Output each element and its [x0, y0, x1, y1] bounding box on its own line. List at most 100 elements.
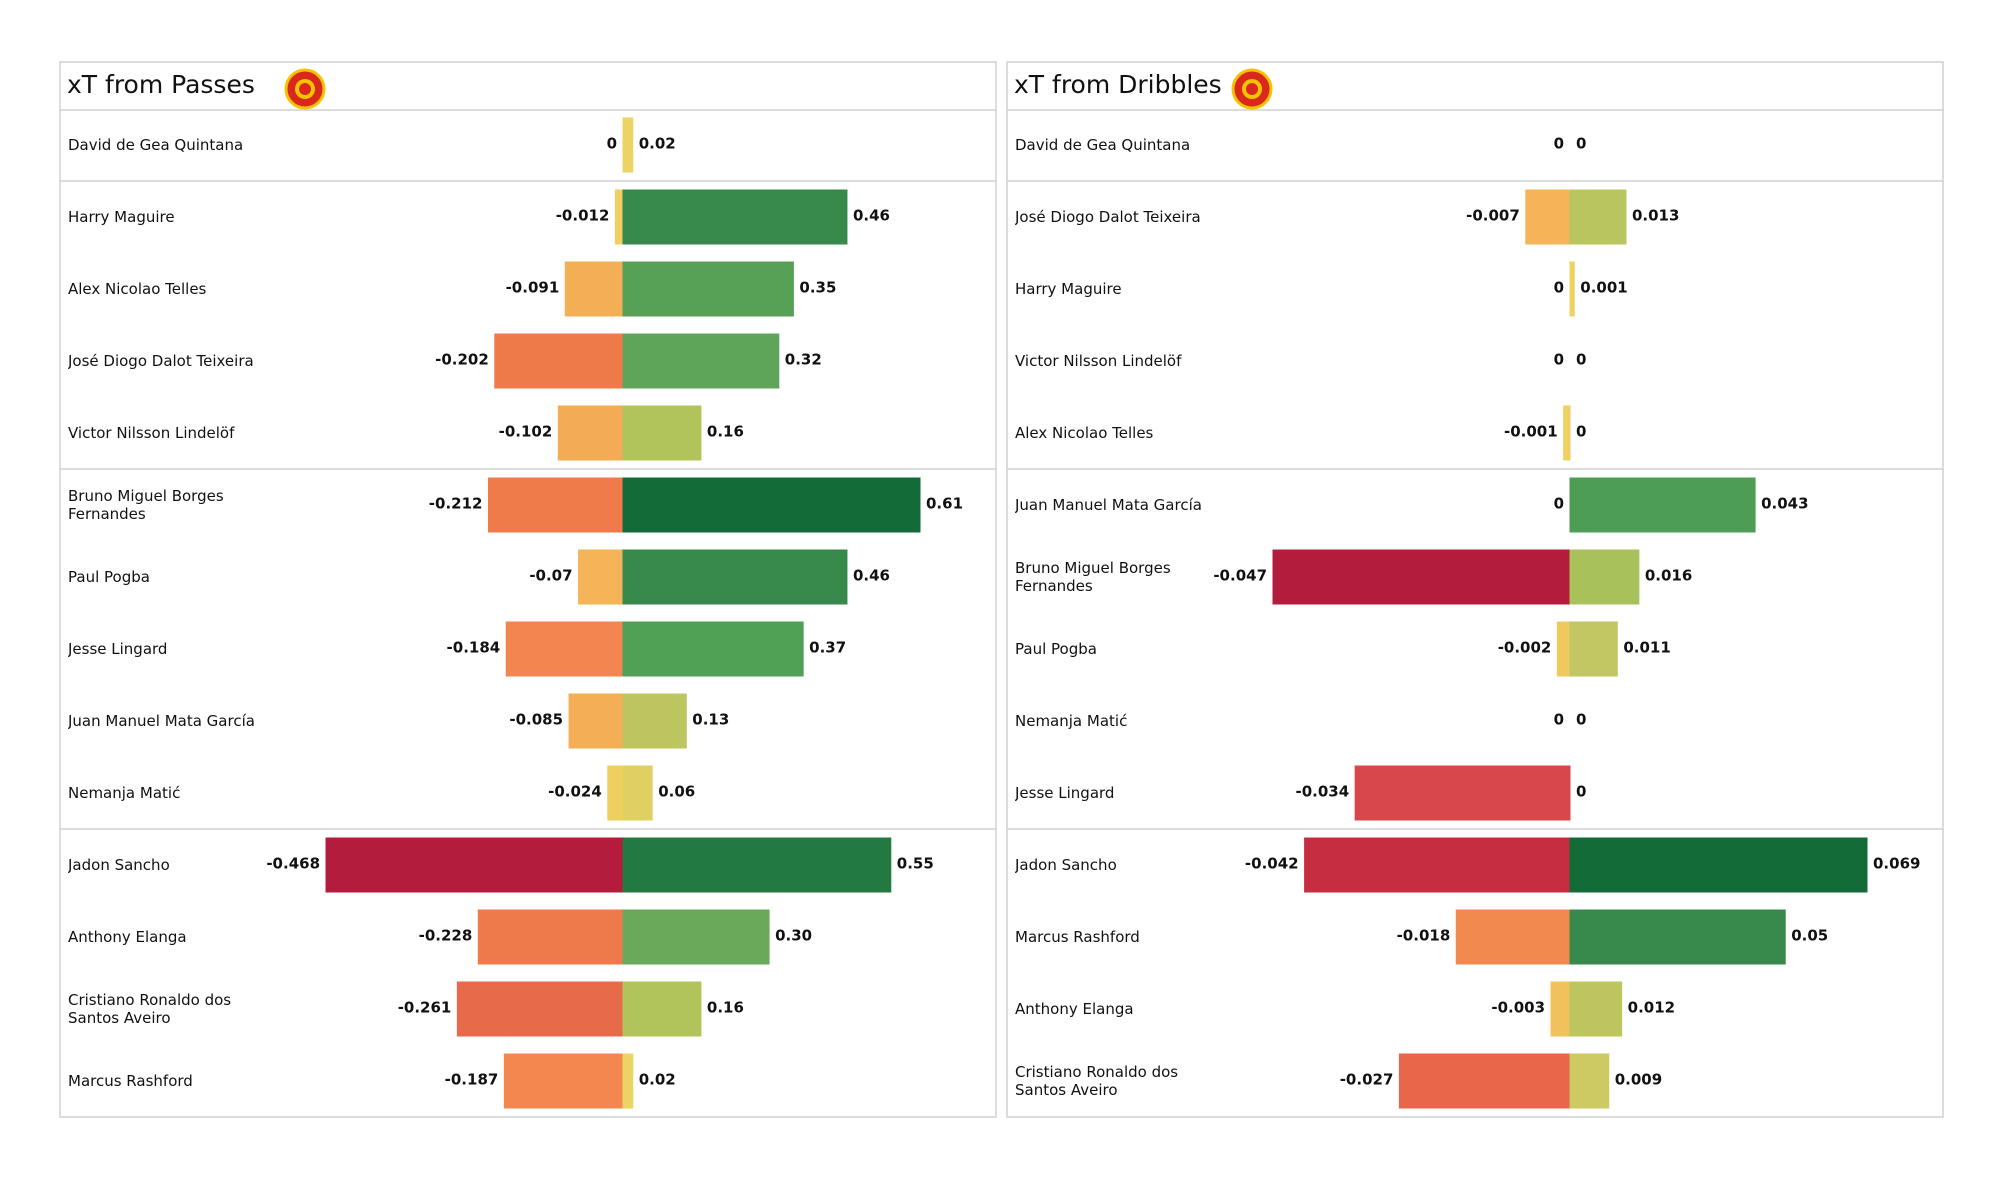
value-label: -0.001	[1504, 423, 1558, 441]
value-label: -0.102	[499, 423, 553, 441]
player-name: Harry Maguire	[68, 208, 175, 226]
value-label: 0	[1554, 495, 1564, 513]
value-label: 0.46	[853, 207, 890, 225]
bar	[1563, 405, 1571, 461]
value-label: 0.012	[1628, 999, 1675, 1017]
value-label: 0	[1554, 351, 1564, 369]
player-name: Alex Nicolao Telles	[68, 280, 207, 298]
bar	[1569, 261, 1575, 317]
value-label: 0.069	[1873, 855, 1920, 873]
bar	[622, 909, 770, 965]
bar	[505, 621, 624, 677]
player-label: David de Gea Quintana	[1015, 136, 1191, 154]
bar	[622, 117, 634, 173]
player-name: Juan Manuel Mata García	[68, 712, 255, 730]
value-label: -0.047	[1213, 567, 1267, 585]
bar	[1455, 909, 1571, 965]
player-name: Alex Nicolao Telles	[1015, 424, 1154, 442]
player-name: Victor Nilsson Lindelöf	[1015, 352, 1182, 370]
player-label: Harry Maguire	[68, 208, 175, 226]
value-label: -0.034	[1295, 783, 1349, 801]
value-label: 0	[1576, 135, 1586, 153]
bar	[622, 981, 702, 1037]
player-label: Jadon Sancho	[1015, 856, 1117, 874]
player-name: Paul Pogba	[1015, 640, 1097, 658]
value-label: 0.06	[658, 783, 695, 801]
bar	[622, 765, 653, 821]
value-label: -0.042	[1245, 855, 1299, 873]
player-name: Anthony Elanga	[1015, 1000, 1134, 1018]
value-label: 0.30	[775, 927, 812, 945]
bar	[1569, 477, 1756, 533]
value-label: -0.024	[548, 783, 602, 801]
value-label: -0.468	[266, 855, 320, 873]
value-label: 0.043	[1761, 495, 1808, 513]
player-label: Alex Nicolao Telles	[1015, 424, 1154, 442]
bar	[622, 1053, 634, 1109]
value-label: 0.16	[707, 999, 744, 1017]
value-label: -0.228	[419, 927, 473, 945]
bar	[568, 693, 624, 749]
value-label: 0.001	[1580, 279, 1627, 297]
value-label: 0.61	[926, 495, 963, 513]
value-label: 0	[1576, 783, 1586, 801]
value-label: -0.07	[529, 567, 572, 585]
player-label: José Diogo Dalot Teixeira	[68, 352, 254, 370]
bar	[456, 981, 624, 1037]
player-name: Victor Nilsson Lindelöf	[68, 424, 235, 442]
panel	[1006, 61, 1944, 1118]
value-label: 0.02	[639, 135, 676, 153]
bar	[1550, 981, 1571, 1037]
bar	[1525, 189, 1571, 245]
player-name: Harry Maguire	[1015, 280, 1122, 298]
player-label: Juan Manuel Mata García	[68, 712, 255, 730]
bar	[622, 621, 804, 677]
player-label: Marcus Rashford	[1015, 928, 1140, 946]
player-label: Paul Pogba	[68, 568, 150, 586]
value-label: -0.003	[1491, 999, 1545, 1017]
player-label: Victor Nilsson Lindelöf	[1015, 352, 1182, 370]
bar	[1304, 837, 1571, 893]
bar	[607, 765, 624, 821]
value-label: 0.013	[1632, 207, 1679, 225]
value-label: 0.37	[809, 639, 846, 657]
value-label: 0	[1576, 351, 1586, 369]
player-label: Paul Pogba	[1015, 640, 1097, 658]
player-name: Cristiano Ronaldo dos Santos Aveiro	[68, 991, 232, 1027]
bar	[1354, 765, 1571, 821]
player-name: David de Gea Quintana	[68, 136, 244, 154]
player-label: Jesse Lingard	[68, 640, 167, 658]
bar	[494, 333, 624, 389]
value-label: 0.05	[1791, 927, 1828, 945]
bar	[1569, 621, 1618, 677]
value-label: -0.261	[398, 999, 452, 1017]
bar	[487, 477, 624, 533]
bar	[1569, 909, 1786, 965]
player-label: Cristiano Ronaldo dos Santos Aveiro	[68, 991, 232, 1027]
value-label: 0.16	[707, 423, 744, 441]
player-name: Jesse Lingard	[1015, 784, 1115, 802]
bar	[622, 693, 687, 749]
value-label: 0.35	[799, 279, 836, 297]
player-label: Victor Nilsson Lindelöf	[68, 424, 235, 442]
bar	[477, 909, 624, 965]
value-label: 0	[1576, 423, 1586, 441]
value-label: 0.011	[1623, 639, 1670, 657]
bar	[325, 837, 624, 893]
bar	[578, 549, 624, 605]
bar	[622, 189, 848, 245]
value-label: -0.091	[506, 279, 560, 297]
player-name: David de Gea Quintana	[1015, 136, 1191, 154]
player-label: Nemanja Matić	[1015, 712, 1127, 730]
value-label: -0.212	[429, 495, 483, 513]
bar	[622, 261, 794, 317]
value-label: 0.13	[692, 711, 729, 729]
value-label: -0.085	[509, 711, 563, 729]
value-label: 0.46	[853, 567, 890, 585]
value-label: 0.016	[1645, 567, 1692, 585]
player-name: Paul Pogba	[68, 568, 150, 586]
player-label: Anthony Elanga	[68, 928, 187, 946]
bar	[503, 1053, 624, 1109]
